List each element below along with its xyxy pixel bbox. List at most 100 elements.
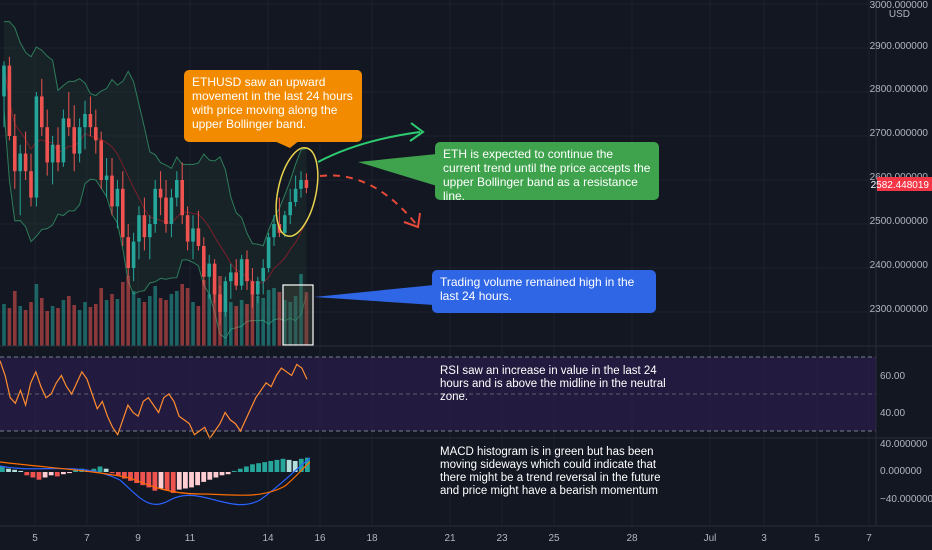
candle [110, 175, 114, 207]
candle [148, 224, 152, 238]
candle [202, 246, 206, 277]
volume-bar [158, 298, 163, 346]
candle [196, 228, 201, 246]
macd-hist-bar [237, 468, 243, 472]
time-label: 14 [262, 533, 274, 544]
candle [218, 294, 222, 312]
macd-hist-bar [170, 472, 176, 493]
candle [293, 188, 298, 202]
volume-bar [126, 276, 130, 346]
candle [239, 259, 244, 286]
candle [207, 263, 211, 277]
projection-down-arrowhead [403, 212, 421, 229]
volume-bar [77, 310, 82, 346]
macd-axis-label: −40.000000 [880, 494, 932, 505]
volume-bar [212, 286, 217, 346]
trend-callout: ETH is expected to continue the current … [435, 142, 659, 203]
candle [299, 180, 303, 189]
macd-hist-bar [274, 459, 280, 472]
price-label: 2900.000000 [870, 41, 929, 52]
macd-hist-bar [225, 472, 231, 475]
volume-bar [18, 306, 22, 346]
time-axis[interactable]: 5 7 9 11 14 16 18 21 23 25 28 Jul 3 5 7 [32, 533, 872, 544]
highlight-ellipse [275, 147, 319, 237]
projection-up-arrowhead [409, 122, 425, 142]
candle [272, 224, 276, 238]
bollinger-upper [4, 21, 307, 247]
macd-hist-bar [54, 472, 60, 477]
candle [283, 215, 287, 233]
candle [13, 136, 17, 172]
price-label: 2500.000000 [870, 216, 929, 227]
macd-hist-bar [152, 472, 158, 491]
time-label: 5 [814, 533, 820, 544]
candle [164, 197, 168, 224]
candle [180, 180, 184, 216]
time-label: 5 [32, 533, 38, 544]
macd-hist-bar [103, 468, 109, 472]
time-label: 25 [548, 533, 560, 544]
volume-bar [250, 294, 255, 346]
candle [229, 272, 233, 282]
price-label: 2700.000000 [870, 128, 929, 139]
macd-hist-bar [48, 472, 54, 476]
candle [72, 127, 76, 154]
volume-bar [137, 298, 141, 346]
macd-hist-bar [61, 472, 66, 475]
time-label: 9 [135, 533, 141, 544]
macd-hist-bar [292, 461, 298, 472]
candle [212, 263, 217, 295]
candle [256, 281, 260, 295]
volume-bar [2, 304, 6, 346]
volume-bar [229, 302, 233, 346]
volume-bar [288, 302, 292, 346]
upward-movement-callout: ETHUSD saw an upward movement in the las… [184, 70, 362, 142]
candle [115, 188, 120, 207]
macd-hist-bar [97, 466, 103, 472]
price-axis[interactable]: 3000.000000 USD 2900.000000 2800.000000 … [870, 0, 932, 505]
upward-callout-pointer [272, 140, 300, 148]
volume-bar [83, 302, 87, 346]
bollinger-fill [4, 21, 307, 339]
macd-hist-bar [18, 470, 24, 472]
macd-hist-bar [268, 461, 274, 472]
macd-hist-bar [176, 472, 182, 490]
macd-hist-bar [250, 464, 255, 472]
candle [18, 153, 22, 172]
volume-bar [207, 294, 211, 346]
candle [7, 65, 12, 136]
volume-bar [299, 274, 303, 346]
volume-bar [7, 308, 12, 346]
candle [67, 118, 71, 128]
macd-hist-bar [262, 462, 268, 472]
price-label: 2800.000000 [870, 84, 929, 95]
macd-note: MACD histogram is in green but has been … [440, 446, 661, 497]
macd-hist-bar [213, 472, 219, 478]
volume-bar [13, 291, 17, 346]
volume-bar [72, 305, 76, 346]
volume-bar [104, 300, 109, 346]
candle [266, 237, 271, 268]
candle [34, 96, 39, 198]
price-label: 3000.000000 [870, 0, 929, 11]
time-label: 3 [761, 533, 767, 544]
macd-hist-bar [158, 472, 164, 489]
volume-bar [153, 286, 157, 346]
candle [83, 114, 87, 128]
volume-bar [185, 288, 190, 346]
volume-bar [266, 290, 271, 346]
macd-hist-bar [122, 472, 127, 479]
candle [77, 127, 82, 154]
candle [245, 259, 249, 282]
rsi-line [0, 360, 308, 440]
candle [45, 127, 49, 163]
candle [88, 114, 93, 128]
volume-bar [234, 306, 238, 346]
time-label: 11 [185, 533, 196, 544]
volume-bar [293, 296, 298, 346]
volume-bar [283, 300, 287, 346]
candle [250, 281, 255, 295]
macd-hist-bar [0, 466, 5, 472]
candle [304, 180, 309, 188]
